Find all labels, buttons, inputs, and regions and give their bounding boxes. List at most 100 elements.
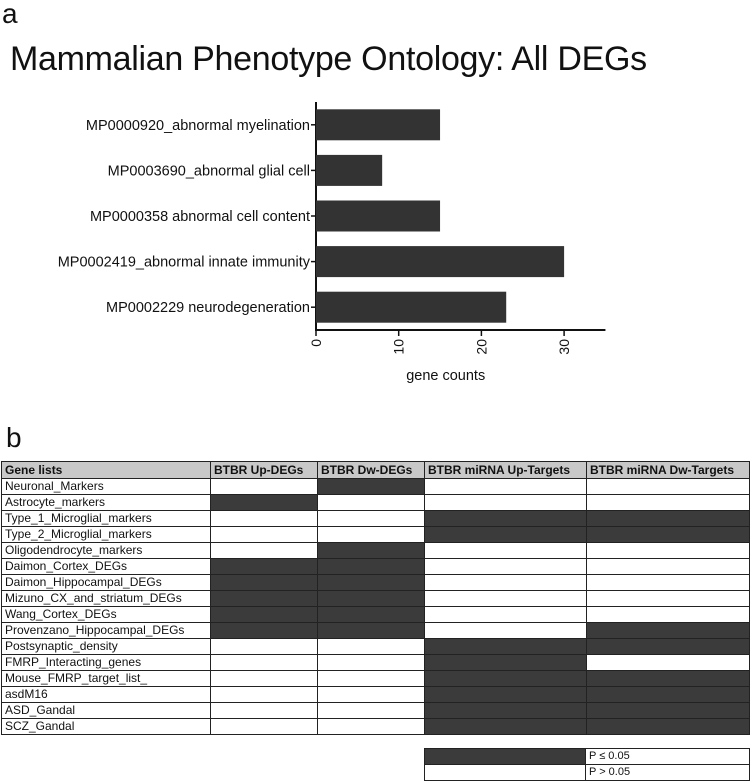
cell-significant	[586, 686, 750, 703]
header-btbr-dw-degs: BTBR Dw-DEGs	[317, 461, 425, 479]
cell-significant	[317, 606, 425, 623]
cell-significant	[210, 622, 318, 639]
gene-list-name: Type_1_Microglial_markers	[1, 510, 211, 527]
cell-not-significant	[317, 654, 425, 671]
x-tick-label: 20	[473, 339, 489, 355]
gene-list-name: Wang_Cortex_DEGs	[1, 606, 211, 623]
table-row: FMRP_Interacting_genes	[1, 654, 750, 671]
cell-significant	[317, 622, 425, 639]
table-row: Wang_Cortex_DEGs	[1, 606, 750, 623]
cell-significant	[210, 590, 318, 607]
header-gene-lists: Gene lists	[1, 461, 211, 479]
gene-list-name: asdM16	[1, 686, 211, 703]
cell-significant	[424, 510, 587, 527]
y-tick-label: MP0003690_abnormal glial cell	[108, 163, 310, 179]
cell-not-significant	[210, 686, 318, 703]
cell-not-significant	[210, 478, 318, 495]
table-row: Daimon_Cortex_DEGs	[1, 558, 750, 575]
cell-significant	[586, 510, 750, 527]
panel-b-label: b	[6, 422, 22, 453]
gene-list-name: Daimon_Hippocampal_DEGs	[1, 574, 211, 591]
significance-legend: P ≤ 0.05 P > 0.05	[424, 748, 750, 781]
cell-not-significant	[586, 654, 750, 671]
cell-not-significant	[317, 510, 425, 527]
cell-not-significant	[424, 542, 587, 559]
table-row: SCZ_Gandal	[1, 718, 750, 735]
header-mirna-dw-targets: BTBR miRNA Dw-Targets	[586, 461, 750, 479]
cell-significant	[586, 702, 750, 719]
cell-significant	[424, 670, 587, 687]
table-row: ASD_Gandal	[1, 702, 750, 719]
cell-significant	[586, 638, 750, 655]
cell-significant	[586, 718, 750, 735]
cell-not-significant	[586, 606, 750, 623]
table-row: Astrocyte_markers	[1, 494, 750, 511]
table-row: Neuronal_Markers	[1, 478, 750, 495]
x-axis-label: gene counts	[406, 368, 485, 384]
cell-significant	[317, 574, 425, 591]
y-tick-label: MP0000920_abnormal myelination	[86, 118, 310, 134]
cell-not-significant	[210, 702, 318, 719]
bar	[316, 154, 383, 186]
cell-not-significant	[424, 558, 587, 575]
cell-not-significant	[586, 590, 750, 607]
bar	[316, 246, 565, 278]
cell-significant	[424, 526, 587, 543]
cell-not-significant	[210, 510, 318, 527]
cell-not-significant	[424, 590, 587, 607]
gene-list-table: Gene lists BTBR Up-DEGs BTBR Dw-DEGs BTB…	[1, 461, 750, 735]
y-tick-label: MP0000358 abnormal cell content	[90, 209, 310, 225]
cell-not-significant	[317, 686, 425, 703]
cell-not-significant	[210, 670, 318, 687]
cell-significant	[317, 542, 425, 559]
table-row: Mizuno_CX_and_striatum_DEGs	[1, 590, 750, 607]
bar-chart: MP0000920_abnormal myelination MP0003690_…	[58, 102, 606, 384]
gene-list-name: FMRP_Interacting_genes	[1, 654, 211, 671]
panel-a-label: a	[2, 0, 18, 29]
cell-not-significant	[210, 654, 318, 671]
gene-list-name: Mizuno_CX_and_striatum_DEGs	[1, 590, 211, 607]
cell-not-significant	[317, 718, 425, 735]
y-tick-label: MP0002229 neurodegeneration	[106, 300, 310, 316]
chart-title: Mammalian Phenotype Ontology: All DEGs	[10, 40, 647, 78]
cell-not-significant	[424, 574, 587, 591]
header-btbr-up-degs: BTBR Up-DEGs	[210, 461, 318, 479]
table-row: Postsynaptic_density	[1, 638, 750, 655]
cell-not-significant	[210, 542, 318, 559]
cell-significant	[210, 494, 318, 511]
x-tick-label: 30	[556, 339, 572, 355]
cell-not-significant	[210, 718, 318, 735]
legend-row-nsig: P > 0.05	[424, 764, 750, 781]
gene-list-name: Provenzano_Hippocampal_DEGs	[1, 622, 211, 639]
cell-not-significant	[424, 494, 587, 511]
cell-not-significant	[586, 494, 750, 511]
header-mirna-up-targets: BTBR miRNA Up-Targets	[424, 461, 587, 479]
legend-row-sig: P ≤ 0.05	[424, 748, 750, 765]
cell-significant	[586, 526, 750, 543]
table-row: asdM16	[1, 686, 750, 703]
cell-significant	[424, 686, 587, 703]
cell-significant	[317, 590, 425, 607]
table-row: Mouse_FMRP_target_list_	[1, 670, 750, 687]
legend-swatch-nsig	[424, 764, 586, 781]
cell-significant	[586, 670, 750, 687]
gene-list-name: SCZ_Gandal	[1, 718, 211, 735]
table-row: Type_1_Microglial_markers	[1, 510, 750, 527]
cell-not-significant	[586, 574, 750, 591]
cell-significant	[424, 654, 587, 671]
cell-not-significant	[317, 526, 425, 543]
cell-not-significant	[424, 606, 587, 623]
table-row: Oligodendrocyte_markers	[1, 542, 750, 559]
cell-significant	[210, 574, 318, 591]
gene-list-name: Astrocyte_markers	[1, 494, 211, 511]
gene-list-name: Neuronal_Markers	[1, 478, 211, 495]
gene-list-name: Postsynaptic_density	[1, 638, 211, 655]
cell-not-significant	[586, 542, 750, 559]
cell-significant	[317, 478, 425, 495]
table-row: Provenzano_Hippocampal_DEGs	[1, 622, 750, 639]
table-row: Daimon_Hippocampal_DEGs	[1, 574, 750, 591]
y-tick-label: MP0002419_abnormal innate immunity	[58, 255, 311, 271]
cell-not-significant	[586, 478, 750, 495]
cell-significant	[424, 702, 587, 719]
gene-list-name: Daimon_Cortex_DEGs	[1, 558, 211, 575]
